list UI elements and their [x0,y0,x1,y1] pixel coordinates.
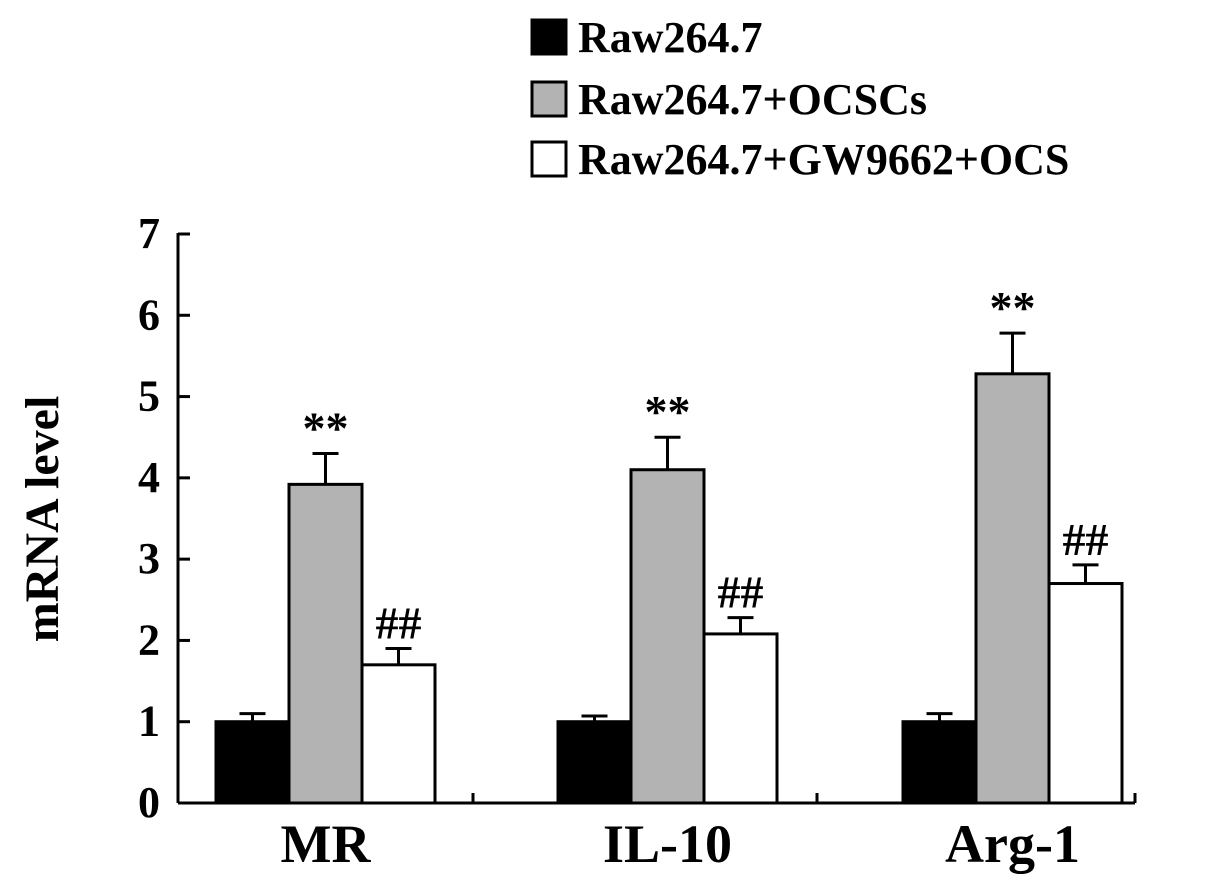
y-tick-label: 4 [138,453,160,502]
y-tick-label: 3 [138,534,160,583]
legend-swatch-2 [530,140,568,178]
bar-1-1 [629,468,706,805]
legend-label-2: Raw264.7+GW9662+OCS [578,135,1069,184]
x-category-label: IL-10 [603,814,732,874]
y-tick-label: 2 [138,615,160,664]
significance-label: ** [645,386,691,437]
y-tick-label: 7 [138,209,160,258]
legend: Raw264.7 Raw264.7+OCSCs Raw264.7+GW9662+OC… [530,13,1069,184]
y-tick-label: 0 [138,778,160,827]
y-tick-label: 5 [138,372,160,421]
x-category-label: Arg-1 [945,814,1080,874]
significance-label: ## [376,598,422,649]
significance-label: ** [990,282,1036,333]
bar-0-1 [287,482,364,805]
significance-label: ## [718,567,764,618]
y-tick-label: 6 [138,290,160,339]
bar-2-0 [901,720,978,805]
x-category-label: MR [281,814,372,874]
labels: 0 1 2 3 4 5 6 7 mRNA level ** ## MR ** ## IL-10 ** ## Arg… [16,209,1109,874]
bar-1-2 [702,632,779,805]
legend-label-1: Raw264.7+OCSCs [578,75,927,124]
bar-2-2 [1047,582,1124,805]
legend-label-0: Raw264.7 [578,13,763,62]
legend-swatch-0 [530,18,568,56]
bar-2-1 [974,372,1051,805]
significance-label: ** [303,402,349,453]
legend-swatch-1 [530,80,568,118]
y-tick-label: 1 [138,697,160,746]
bars [214,331,1124,805]
significance-label: ## [1063,514,1109,565]
bar-0-0 [214,720,291,805]
y-axis-title: mRNA level [16,396,69,643]
bar-0-2 [360,663,437,805]
bar-1-0 [556,720,633,805]
